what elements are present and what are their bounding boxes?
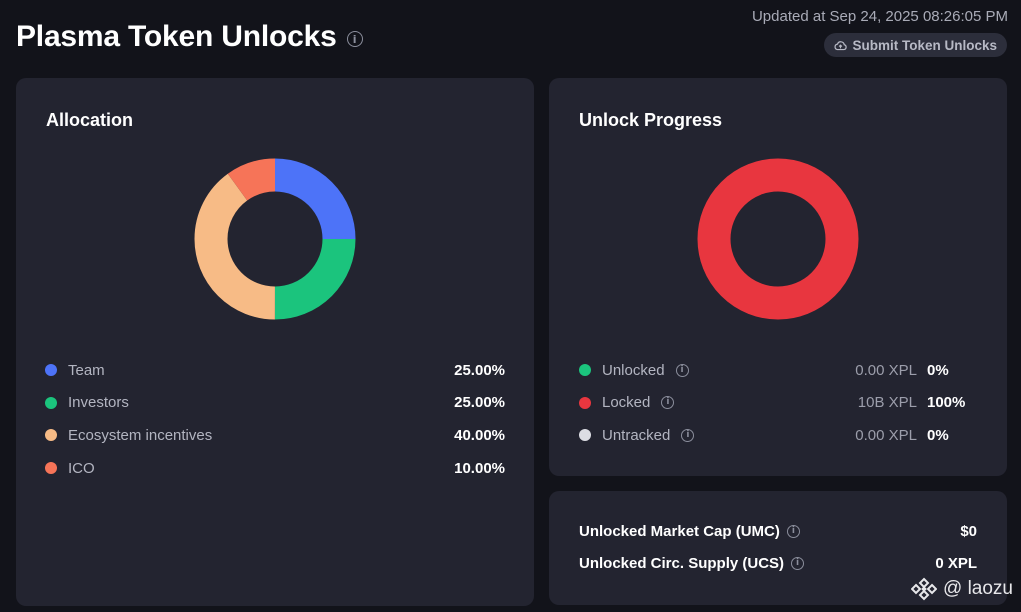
legend-item-investors: Investors 25.00% — [45, 387, 505, 420]
umc-row: Unlocked Market Cap (UMC) i $0 — [579, 523, 977, 540]
allocation-slice-ecosystem-incentives[interactable] — [194, 158, 356, 320]
legend-label: Ecosystem incentives — [68, 426, 213, 444]
watermark: @ laozu — [911, 576, 1013, 602]
legend-dot — [45, 462, 57, 475]
info-icon[interactable]: i — [661, 396, 675, 410]
ucs-value: 0 XPL — [935, 555, 977, 572]
watermark-handle: @ laozu — [943, 578, 1013, 599]
allocation-title: Allocation — [46, 110, 134, 130]
legend-item-ico: ICO 10.00% — [45, 452, 505, 485]
legend-dot — [579, 429, 591, 442]
info-icon[interactable]: i — [675, 363, 689, 377]
allocation-slice-ico[interactable] — [194, 158, 356, 320]
unlock-progress-card: Unlock Progress Unlocked i 0.00 XPL 0% L… — [549, 78, 1007, 476]
progress-item-unlocked: Unlocked i 0.00 XPL 0% — [579, 354, 979, 387]
ucs-row: Unlocked Circ. Supply (UCS) i 0 XPL — [579, 555, 977, 572]
legend-label: Team — [68, 361, 105, 379]
info-icon[interactable]: i — [681, 428, 695, 442]
legend-item-team: Team 25.00% — [45, 354, 505, 387]
info-icon[interactable]: i — [786, 525, 800, 538]
legend-item-ecosystem-incentives: Ecosystem incentives 40.00% — [45, 419, 505, 452]
progress-item-untracked: Untracked i 0.00 XPL 0% — [579, 419, 979, 452]
legend-dot — [579, 364, 591, 377]
progress-label-wrap: Locked i — [602, 394, 675, 412]
allocation-legend: Team 25.00% Investors 25.00% Ecosystem i… — [45, 354, 505, 484]
page-title: Plasma Token Unlocks — [16, 20, 337, 53]
info-icon[interactable]: i — [346, 31, 363, 47]
submit-token-unlocks-button[interactable]: Submit Token Unlocks — [824, 33, 1007, 57]
submit-button-label: Submit Token Unlocks — [852, 37, 997, 53]
cloud-upload-icon — [834, 40, 848, 50]
umc-value: $0 — [960, 523, 977, 540]
legend-value: 25.00% — [454, 394, 505, 412]
legend-label: Investors — [68, 394, 129, 412]
legend-dot — [45, 396, 57, 409]
allocation-card: Allocation Team 25.00% Investors 25.00% … — [16, 78, 534, 606]
binance-logo-icon — [911, 577, 937, 601]
updated-timestamp: Updated at Sep 24, 2025 08:26:05 PM — [751, 8, 1008, 25]
progress-amount: 10B XPL — [857, 394, 917, 412]
progress-label-wrap: Unlocked i — [602, 362, 689, 379]
progress-label: Unlocked — [602, 361, 665, 379]
legend-dot — [45, 429, 57, 442]
legend-label: ICO — [68, 459, 95, 477]
progress-percent: 100% — [927, 394, 966, 412]
progress-label: Locked — [602, 394, 651, 412]
progress-percent: 0% — [927, 361, 949, 379]
legend-dot — [579, 396, 591, 409]
progress-item-locked: Locked i 10B XPL 100% — [579, 387, 979, 420]
legend-value: 25.00% — [454, 361, 505, 379]
legend-value: 40.00% — [454, 426, 505, 444]
legend-value: 10.00% — [454, 459, 505, 477]
allocation-donut-chart — [194, 158, 356, 320]
progress-label-wrap: Untracked i — [602, 426, 695, 444]
legend-dot — [45, 364, 57, 377]
progress-slice-locked[interactable] — [697, 158, 859, 320]
unlock-progress-legend: Unlocked i 0.00 XPL 0% Locked i 10B XPL … — [579, 354, 979, 452]
progress-percent: 0% — [927, 426, 949, 444]
progress-amount: 0.00 XPL — [855, 361, 917, 379]
ucs-label: Unlocked Circ. Supply (UCS) — [579, 555, 785, 572]
progress-amount: 0.00 XPL — [855, 426, 917, 444]
umc-label: Unlocked Market Cap (UMC) — [579, 523, 780, 540]
info-icon[interactable]: i — [791, 557, 805, 570]
unlock-progress-title: Unlock Progress — [579, 110, 723, 130]
unlock-progress-donut-chart — [697, 158, 859, 320]
progress-label: Untracked — [602, 426, 671, 444]
allocation-slice-investors[interactable] — [194, 158, 356, 320]
page-header: Plasma Token Unlocks i — [16, 20, 363, 54]
